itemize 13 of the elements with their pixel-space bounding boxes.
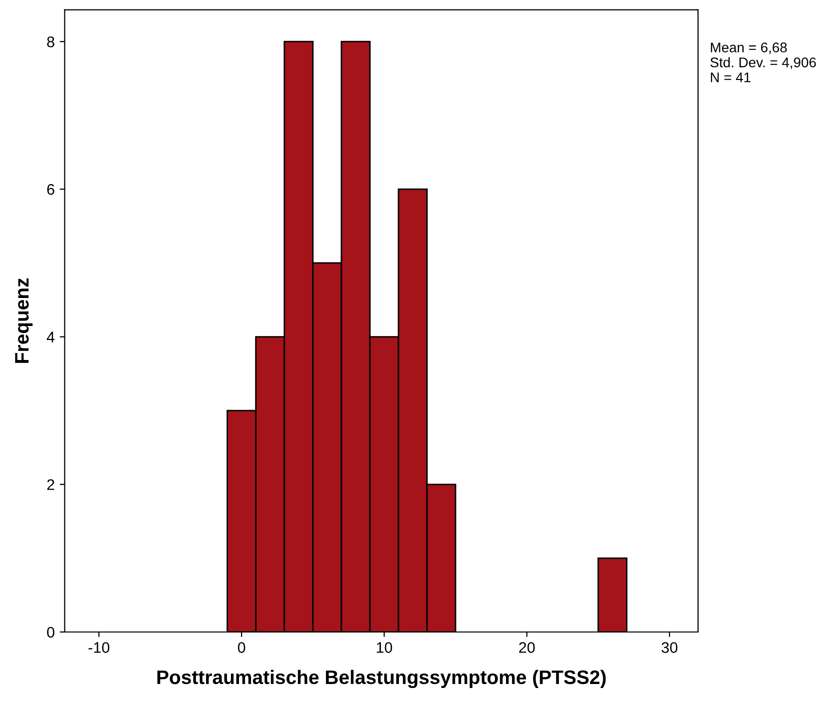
x-tick-label: -10 [88, 642, 110, 653]
x-tick-label: 0 [238, 642, 246, 653]
x-axis-title: Posttraumatische Belastungssymptome (PTSS2) [157, 670, 606, 688]
y-axis-title: Frequenz [15, 278, 33, 363]
y-tick-label: 8 [47, 36, 54, 48]
x-tick-label: 30 [662, 642, 678, 653]
y-tick-label: 0 [47, 626, 54, 638]
x-tick-label: 20 [519, 642, 535, 653]
y-tick-label: 4 [46, 332, 55, 342]
y-tick-label: 2 [47, 479, 54, 490]
x-tick-label: 10 [376, 642, 392, 653]
y-tick-label: 6 [47, 184, 54, 195]
text: Mean = 6,68 Std. Dev. = 4,906 N = 41 [710, 42, 816, 82]
